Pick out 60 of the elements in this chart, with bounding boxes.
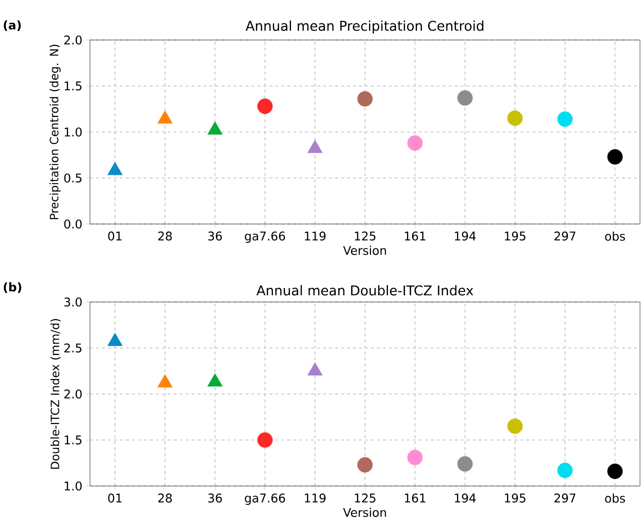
x-tick-label: 297	[554, 494, 576, 503]
x-tick-label: 119	[304, 494, 326, 503]
x-tick-label: 125	[354, 494, 376, 503]
point	[357, 91, 373, 107]
point	[407, 450, 423, 466]
y-tick-label: 2.5	[64, 343, 82, 353]
point	[607, 464, 623, 479]
x-tick-label: 195	[504, 494, 526, 503]
point	[207, 121, 223, 135]
y-tick-label: 0.5	[64, 173, 82, 183]
y-tick-label: 2.0	[64, 35, 82, 45]
text: (a)	[4, 20, 21, 31]
point	[307, 140, 323, 154]
x-tick-label: 195	[504, 232, 526, 241]
y-axis-title: Precipitation Centroid (deg. N)	[50, 44, 61, 220]
x-tick-label: obs	[605, 494, 625, 503]
x-tick-label: obs	[605, 232, 625, 241]
point	[257, 98, 273, 114]
x-tick-label: 194	[454, 232, 476, 241]
x-tick-label: 125	[354, 232, 376, 241]
x-axis-title: Version	[343, 508, 386, 517]
y-tick-label: 1.0	[64, 127, 82, 137]
x-tick-label: 161	[404, 494, 426, 503]
point	[457, 90, 473, 106]
point	[207, 373, 223, 386]
x-tick-label: 36	[208, 494, 222, 503]
point	[507, 418, 523, 434]
point	[357, 457, 373, 473]
y-tick-label: 1.0	[64, 481, 82, 491]
chart-title: Annual mean Precipitation Centroid	[246, 20, 484, 34]
text: (b)	[4, 282, 22, 293]
x-tick-label: 28	[158, 494, 172, 503]
x-tick-label: ga7.66	[244, 232, 286, 243]
x-tick-label: ga7.66	[244, 494, 286, 505]
x-axis-title: Version	[343, 246, 386, 255]
y-axis-title: Double-ITCZ Index (mm/d)	[50, 319, 61, 469]
point	[307, 362, 323, 376]
point	[407, 135, 423, 151]
point	[457, 456, 473, 472]
x-tick-label: 28	[158, 232, 172, 241]
x-tick-label: 01	[108, 232, 122, 241]
x-tick-label: 119	[304, 232, 326, 241]
y-tick-label: 1.5	[64, 82, 82, 90]
point	[107, 162, 123, 176]
point	[557, 111, 573, 127]
chart-title: Annual mean Double-ITCZ Index	[256, 285, 474, 296]
y-tick-label: 3.0	[64, 297, 82, 307]
y-tick-label: 0.0	[64, 219, 82, 229]
y-tick-label: 1.5	[64, 436, 82, 444]
x-tick-label: 297	[554, 232, 576, 241]
x-tick-label: 161	[404, 232, 426, 241]
point	[107, 332, 123, 346]
point	[557, 462, 573, 478]
point	[257, 432, 273, 448]
point	[507, 110, 523, 126]
y-tick-label: 2.0	[64, 389, 82, 399]
point	[157, 374, 173, 388]
x-tick-label: 01	[108, 494, 122, 503]
x-tick-label: 36	[208, 232, 222, 241]
x-tick-label: 194	[454, 494, 476, 503]
